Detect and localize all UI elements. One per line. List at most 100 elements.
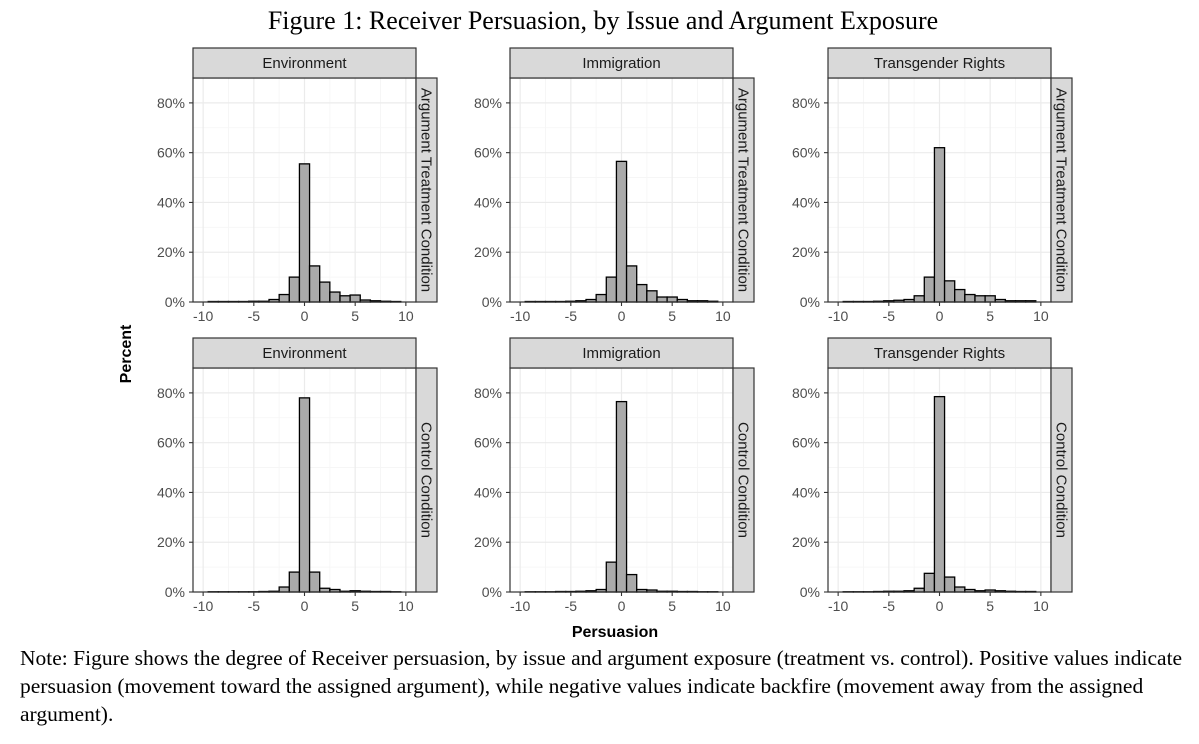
x-tick-label: 5 xyxy=(986,308,994,324)
y-tick-label: 0% xyxy=(165,294,185,310)
histogram-bar xyxy=(319,281,331,303)
facet-strip-right xyxy=(415,77,438,303)
figure-title: Figure 1: Receiver Persuasion, by Issue … xyxy=(268,6,938,35)
figure-note: Note: Figure shows the degree of Receive… xyxy=(20,646,1183,726)
x-tick-label: -5 xyxy=(565,308,578,324)
histogram-bar xyxy=(625,573,638,593)
histogram-bar xyxy=(308,571,321,593)
y-tick-label: 60% xyxy=(157,435,185,451)
x-tick-label: -10 xyxy=(193,598,213,614)
histogram-bar xyxy=(329,291,341,303)
x-tick-label: 5 xyxy=(668,308,676,324)
x-axis-title: Persuasion xyxy=(572,624,658,641)
y-tick-label: 20% xyxy=(792,244,820,260)
x-tick-label: 5 xyxy=(351,598,359,614)
y-tick-label: 20% xyxy=(157,244,185,260)
x-tick-label: 10 xyxy=(398,308,414,324)
panel-transgender-rights-control: Transgender Rights Control Condition 0% 20%… xyxy=(792,337,1073,614)
panel-environment-control: Environment Control Condition 0% 20% 40% 60% 8… xyxy=(157,337,438,614)
x-tick-label: 10 xyxy=(715,598,731,614)
histogram-bar xyxy=(646,290,658,303)
x-tick-label: -10 xyxy=(510,598,530,614)
y-tick-label: 40% xyxy=(792,194,820,210)
facet-strip-top-label: Environment xyxy=(262,55,347,72)
y-tick-label: 0% xyxy=(800,294,820,310)
facet-strip-right-label: Control Condition xyxy=(418,422,435,538)
panel-immigration-control: Immigration Control Condition 0% 20% 40% 60% 8… xyxy=(474,337,755,614)
histogram-bar xyxy=(943,576,956,593)
x-tick-label: 0 xyxy=(936,308,944,324)
panel-immigration-treatment: Immigration Argument Treatment Condition 0… xyxy=(474,47,755,324)
facet-strip-top xyxy=(192,47,417,79)
panel-transgender-rights-treatment: Transgender Rights Argument Treatment Con… xyxy=(792,47,1073,324)
histogram-bar xyxy=(933,147,946,303)
y-tick-label: 40% xyxy=(157,484,185,500)
histogram-bar xyxy=(298,163,311,303)
histogram-bar xyxy=(278,293,290,303)
histogram-bar xyxy=(984,295,996,303)
y-tick-label: 0% xyxy=(482,294,502,310)
facet-strip-right-label: Control Condition xyxy=(735,422,752,538)
facet-strip-top-label: Immigration xyxy=(582,55,660,72)
x-tick-label: -10 xyxy=(193,308,213,324)
y-tick-label: 20% xyxy=(157,534,185,550)
facet-strip-top-label: Transgender Rights xyxy=(874,345,1005,362)
histogram-bar xyxy=(278,586,290,593)
facet-strip-right xyxy=(1050,77,1073,303)
facet-strip-top xyxy=(509,47,734,79)
y-tick-label: 20% xyxy=(792,534,820,550)
y-axis-title: Percent xyxy=(118,324,135,383)
histogram-bar xyxy=(913,295,925,303)
histogram-bar xyxy=(595,293,607,303)
histogram-bar xyxy=(923,276,936,303)
y-tick-label: 0% xyxy=(800,584,820,600)
histogram-bar xyxy=(974,295,986,303)
histogram-bar xyxy=(943,280,956,303)
y-tick-label: 60% xyxy=(474,145,502,161)
y-tick-label: 80% xyxy=(157,385,185,401)
histogram-bar xyxy=(933,395,946,593)
x-tick-label: 0 xyxy=(936,598,944,614)
x-tick-label: -5 xyxy=(565,598,578,614)
y-tick-label: 40% xyxy=(474,484,502,500)
facet-strip-right xyxy=(415,367,438,593)
y-tick-label: 80% xyxy=(474,95,502,111)
histogram-bar xyxy=(349,294,361,303)
histogram-bar xyxy=(288,276,301,303)
panel-environment-treatment: Environment Argument Treatment Condition 0… xyxy=(157,47,438,324)
y-tick-label: 80% xyxy=(157,95,185,111)
y-tick-label: 80% xyxy=(792,95,820,111)
x-tick-label: -5 xyxy=(248,598,261,614)
x-tick-label: -10 xyxy=(510,308,530,324)
y-tick-label: 0% xyxy=(482,584,502,600)
facet-panels: Environment Argument Treatment Condition 0… xyxy=(157,47,1073,614)
x-tick-label: 10 xyxy=(715,308,731,324)
histogram-bar xyxy=(666,296,678,303)
y-tick-label: 80% xyxy=(792,385,820,401)
facet-strip-right xyxy=(732,77,755,303)
histogram-bar xyxy=(339,295,351,303)
facet-strip-right-label: Argument Treatment Condition xyxy=(418,88,435,292)
x-tick-label: -5 xyxy=(248,308,261,324)
histogram-bar xyxy=(298,397,311,593)
histogram-bar xyxy=(964,293,976,303)
histogram-bar xyxy=(615,160,628,303)
y-tick-label: 20% xyxy=(474,244,502,260)
facet-strip-top-label: Immigration xyxy=(582,345,660,362)
x-tick-label: -10 xyxy=(828,308,848,324)
x-tick-label: 0 xyxy=(301,308,309,324)
facet-strip-right xyxy=(1050,367,1073,593)
x-tick-label: -5 xyxy=(883,308,896,324)
x-tick-label: 0 xyxy=(618,598,626,614)
histogram-bar xyxy=(923,572,936,593)
y-tick-label: 60% xyxy=(474,435,502,451)
y-tick-label: 40% xyxy=(157,194,185,210)
x-tick-label: 5 xyxy=(351,308,359,324)
histogram-bar xyxy=(625,265,638,303)
facet-strip-top xyxy=(509,337,734,369)
histogram-bar xyxy=(615,400,628,593)
histogram-bar xyxy=(308,265,321,303)
histogram-bar xyxy=(954,288,966,303)
histogram-bar xyxy=(636,283,648,303)
